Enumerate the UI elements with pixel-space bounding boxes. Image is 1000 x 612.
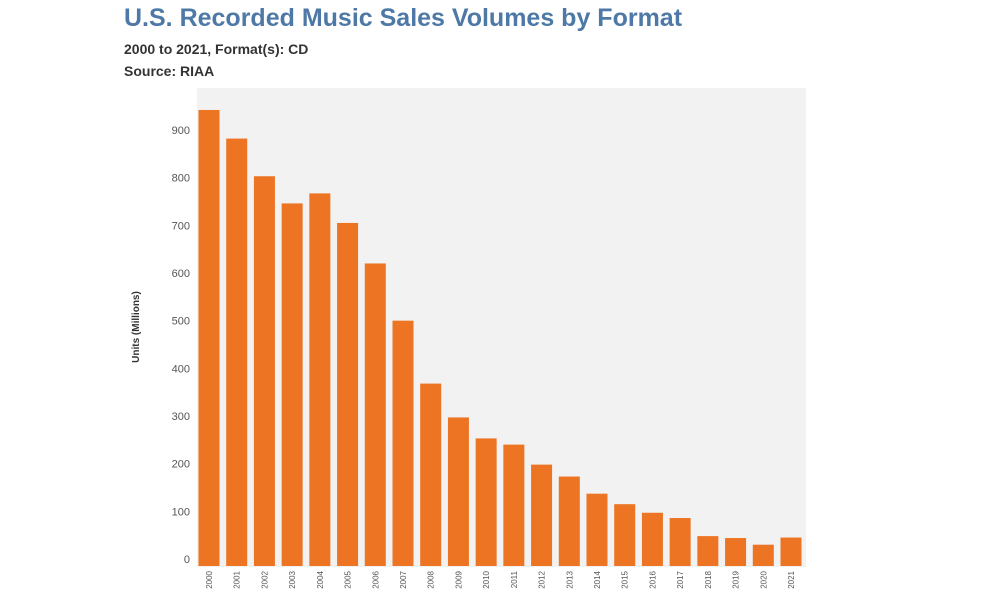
bar xyxy=(752,544,774,566)
y-axis-label: Units (Millions) xyxy=(131,291,142,363)
chart-subtitle: 2000 to 2021, Format(s): CD xyxy=(124,41,309,57)
y-tick-label: 400 xyxy=(172,363,190,375)
bar xyxy=(531,464,553,566)
y-tick-label: 300 xyxy=(172,411,190,423)
x-tick-label: 2013 xyxy=(565,570,574,588)
bar xyxy=(337,222,359,566)
x-tick-label: 2011 xyxy=(510,570,519,588)
bar xyxy=(725,538,747,566)
bar xyxy=(364,263,386,566)
bar xyxy=(253,176,275,566)
bar xyxy=(226,138,248,566)
x-tick-label: 2019 xyxy=(732,570,741,588)
chart-source: Source: RIAA xyxy=(124,63,215,79)
bar xyxy=(586,493,608,566)
bar xyxy=(669,518,691,566)
x-tick-label: 2003 xyxy=(288,570,297,588)
y-tick-label: 500 xyxy=(172,316,190,328)
y-tick-label: 800 xyxy=(172,173,190,185)
y-tick-label: 100 xyxy=(172,506,190,518)
x-tick-label: 2018 xyxy=(704,570,713,588)
x-tick-label: 2020 xyxy=(759,570,768,588)
y-tick-label: 0 xyxy=(184,554,190,566)
y-tick-label: 700 xyxy=(172,220,190,232)
bar xyxy=(614,504,636,566)
x-tick-label: 2014 xyxy=(593,570,602,588)
bar xyxy=(309,193,331,566)
bars xyxy=(198,109,802,566)
x-tick-label: 2002 xyxy=(260,570,269,588)
x-tick-label: 2004 xyxy=(316,570,325,588)
bar xyxy=(392,320,414,566)
bar xyxy=(420,383,442,566)
y-axis: 0 100 200 300 400 500 600 700 800 900 xyxy=(172,125,190,566)
x-tick-label: 2015 xyxy=(621,570,630,588)
x-tick-label: 2000 xyxy=(205,570,214,588)
x-axis: 2000 2001 2002 2003 2004 2005 2006 2007 2008 2009… xyxy=(205,570,796,588)
x-tick-label: 2007 xyxy=(399,570,408,588)
chart-title: U.S. Recorded Music Sales Volumes by For… xyxy=(124,4,683,32)
x-tick-label: 2006 xyxy=(371,570,380,588)
y-tick-label: 600 xyxy=(172,268,190,280)
x-tick-label: 2012 xyxy=(538,570,547,588)
x-tick-label: 2005 xyxy=(344,570,353,588)
bar xyxy=(780,537,802,566)
y-tick-label: 900 xyxy=(172,125,190,137)
bar xyxy=(641,512,663,566)
y-tick-label: 200 xyxy=(172,459,190,471)
bar xyxy=(198,109,220,566)
x-tick-label: 2016 xyxy=(648,570,657,588)
bar xyxy=(697,536,719,566)
x-tick-label: 2008 xyxy=(427,570,436,588)
x-tick-label: 2009 xyxy=(454,570,463,588)
bar xyxy=(558,476,580,566)
x-tick-label: 2017 xyxy=(676,570,685,588)
bar xyxy=(447,417,469,566)
x-tick-label: 2001 xyxy=(233,570,242,588)
bar xyxy=(503,444,525,566)
bar xyxy=(281,203,303,566)
x-tick-label: 2010 xyxy=(482,570,491,588)
x-tick-label: 2021 xyxy=(787,570,796,588)
bar xyxy=(475,438,497,566)
